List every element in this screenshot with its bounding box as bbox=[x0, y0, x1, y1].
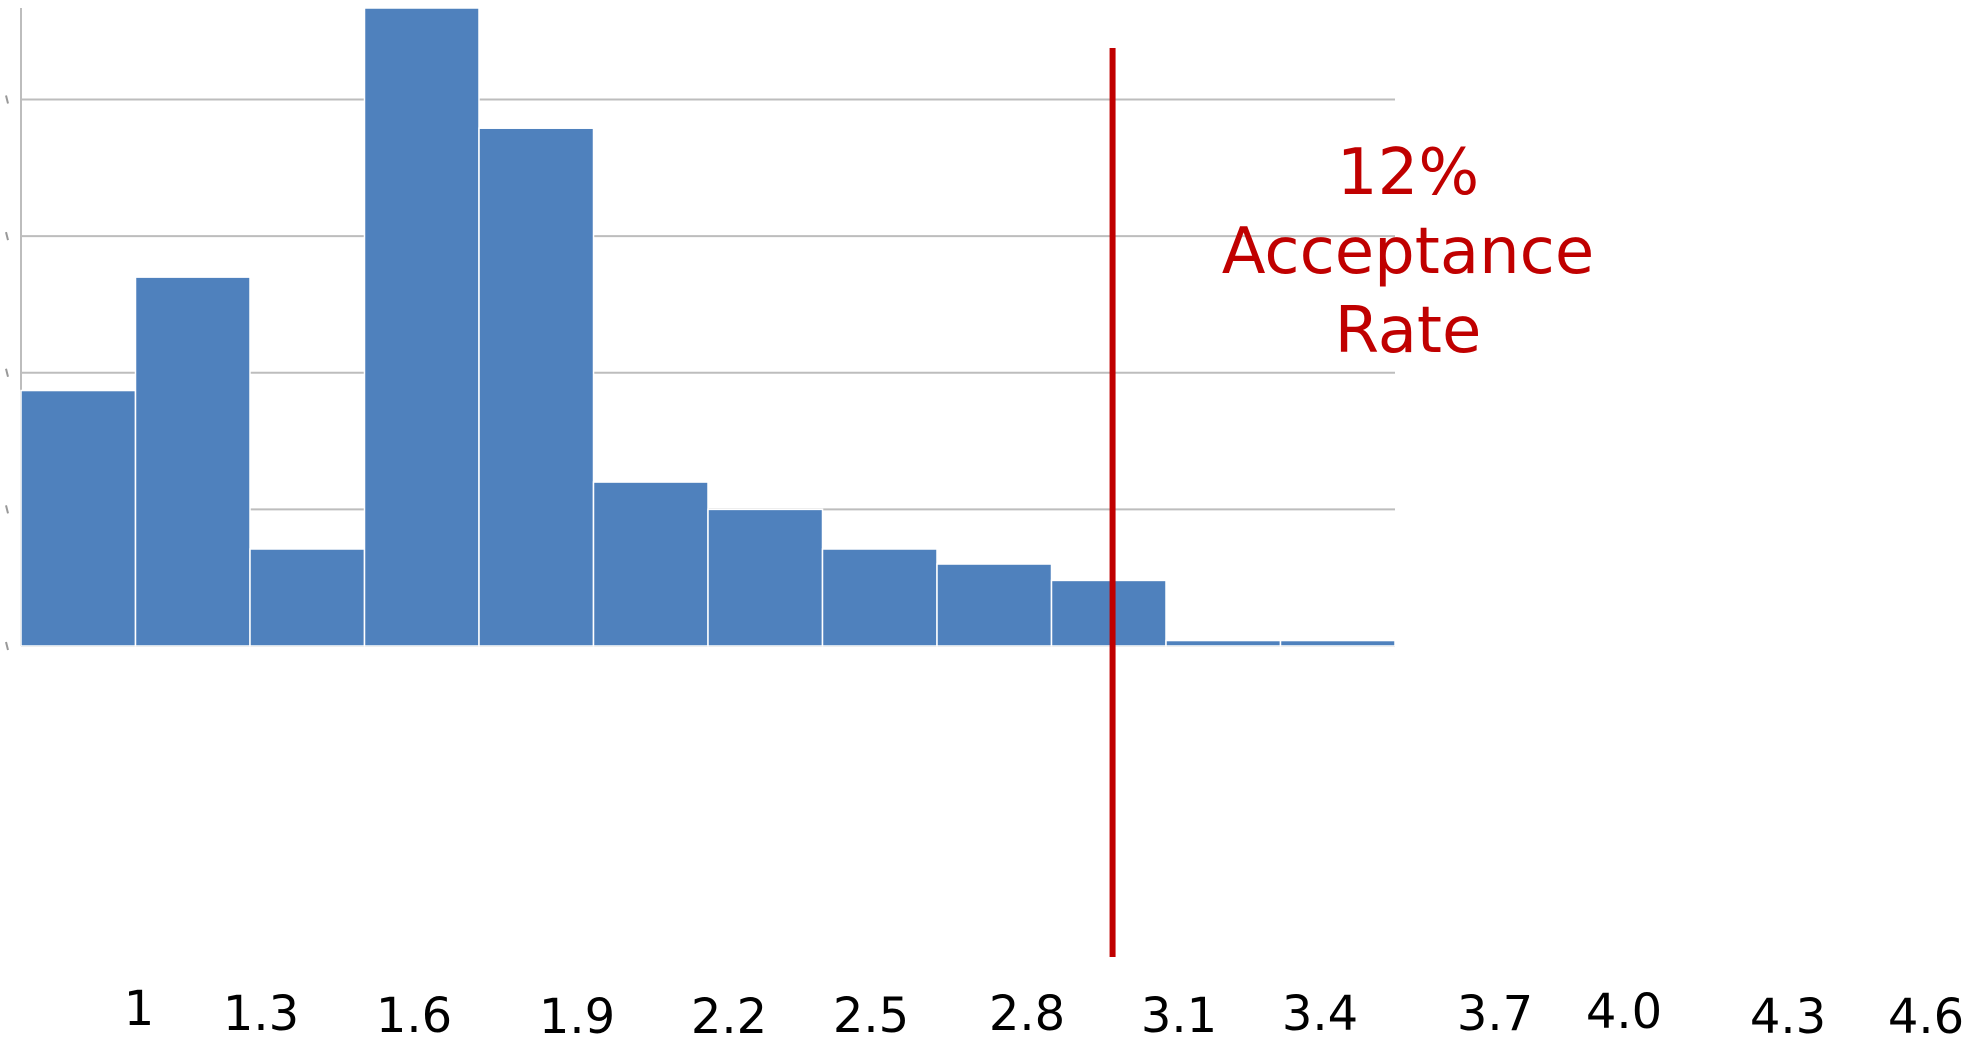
bar bbox=[134, 276, 251, 647]
x-tick-label: 3.4 bbox=[1282, 986, 1358, 1042]
x-tick-label: 1.3 bbox=[223, 986, 299, 1042]
bar bbox=[707, 508, 824, 647]
x-tick-label: 4.6 bbox=[1888, 989, 1964, 1045]
bar bbox=[363, 7, 480, 647]
x-tick-label: 2.8 bbox=[989, 986, 1065, 1042]
x-tick-label: 4.0 bbox=[1586, 984, 1662, 1040]
x-tick-label: 1.9 bbox=[539, 989, 615, 1045]
bar bbox=[249, 548, 366, 647]
x-tick-label: 1.6 bbox=[376, 988, 452, 1044]
x-tick-label: 2.2 bbox=[691, 989, 767, 1045]
bar bbox=[1050, 579, 1167, 647]
y-tick bbox=[5, 368, 9, 378]
bar bbox=[1279, 639, 1396, 647]
x-tick-label: 4.3 bbox=[1750, 989, 1826, 1045]
x-tick-label: 1 bbox=[124, 981, 155, 1037]
y-tick bbox=[5, 505, 9, 514]
y-tick bbox=[5, 231, 9, 241]
bar bbox=[936, 563, 1053, 647]
annotation: 12% Acceptance Rate bbox=[1221, 136, 1595, 368]
y-tick bbox=[5, 641, 9, 651]
bar bbox=[478, 127, 595, 647]
bar bbox=[821, 548, 938, 647]
bar bbox=[592, 481, 709, 647]
x-tick-label: 3.7 bbox=[1457, 986, 1533, 1042]
x-tick-label: 3.1 bbox=[1141, 988, 1217, 1044]
x-tick-label: 2.5 bbox=[833, 988, 909, 1044]
y-tick bbox=[5, 95, 9, 104]
bar bbox=[20, 389, 137, 647]
bar bbox=[1165, 639, 1282, 647]
